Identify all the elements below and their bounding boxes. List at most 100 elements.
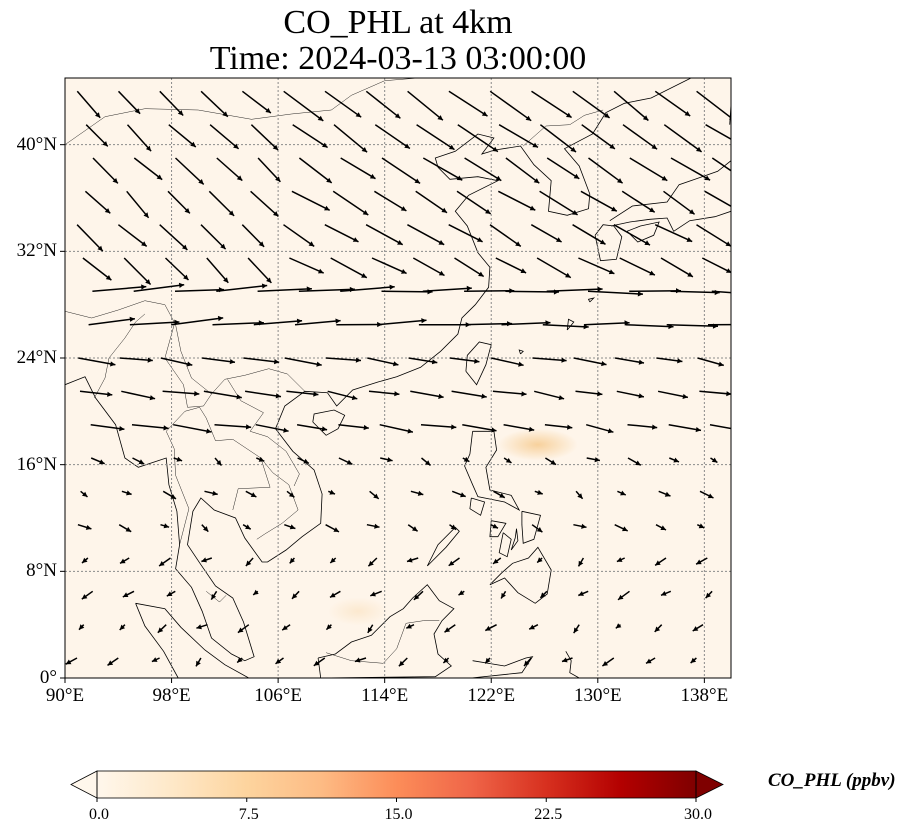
- wind-arrow-189: [627, 457, 642, 466]
- wind-arrow-157: [616, 390, 645, 399]
- wind-arrow-155: [534, 390, 565, 401]
- wind-arrow-226: [158, 557, 171, 567]
- wind-arrow-255: [705, 590, 713, 599]
- wind-arrow-271: [692, 624, 704, 632]
- wind-arrow-104: [422, 285, 472, 293]
- wind-arrow-218: [490, 523, 499, 529]
- wind-arrow-6: [324, 90, 362, 118]
- wind-arrow-251: [539, 590, 548, 599]
- x-tick-label: 98°E: [152, 685, 191, 706]
- wind-arrow-117: [294, 318, 341, 326]
- coastline-0: [65, 78, 692, 662]
- wind-arrow-70: [324, 224, 359, 243]
- wind-arrow-137: [449, 357, 480, 364]
- wind-arrow-42: [505, 157, 540, 184]
- y-tick-label: 40°N: [16, 133, 57, 155]
- wind-arrow-192: [80, 490, 88, 498]
- wind-arrow-135: [367, 357, 399, 367]
- wind-arrow-270: [654, 624, 663, 633]
- co-plume-faint: [328, 597, 389, 626]
- wind-arrow-222: [655, 524, 667, 531]
- wind-arrow-280: [398, 657, 408, 667]
- wind-arrow-181: [297, 457, 310, 464]
- x-tick-label: 90°E: [45, 685, 85, 706]
- colorbar: [70, 770, 724, 802]
- coastline-5: [521, 510, 541, 544]
- border-7: [206, 591, 227, 603]
- wind-arrow-145: [121, 390, 156, 401]
- wind-arrow-83: [206, 257, 229, 284]
- wind-arrow-23: [374, 124, 411, 150]
- wind-arrow-140: [573, 357, 607, 367]
- y-tick-label: 24°N: [16, 347, 57, 368]
- wind-arrow-153: [451, 390, 487, 399]
- wind-arrow-286: [645, 657, 656, 665]
- wind-arrow-45: [629, 157, 668, 182]
- wind-arrow-203: [534, 489, 543, 495]
- wind-arrow-72: [407, 224, 445, 246]
- wind-arrow-246: [329, 590, 341, 599]
- wind-arrow-197: [286, 490, 295, 498]
- wind-arrow-97: [133, 282, 185, 293]
- wind-arrow-81: [123, 257, 152, 286]
- wind-arrow-33: [133, 157, 163, 181]
- wind-arrow-160: [90, 423, 125, 432]
- wind-arrow-194: [162, 490, 177, 500]
- x-tick-label: 138°E: [680, 685, 729, 706]
- coastline-6: [489, 520, 507, 538]
- wind-arrow-265: [444, 624, 456, 633]
- wind-arrow-94: [660, 257, 694, 278]
- wind-arrow-148: [244, 390, 282, 399]
- wind-arrow-8: [407, 90, 444, 121]
- wind-arrow-241: [122, 590, 135, 598]
- wind-arrow-284: [561, 657, 573, 663]
- wind-arrow-54: [332, 190, 369, 216]
- wind-arrow-132: [243, 357, 280, 365]
- colorbar-tick-label: 22.5: [534, 806, 563, 823]
- wind-arrow-224: [81, 557, 89, 564]
- wind-arrow-48: [84, 190, 111, 214]
- wind-arrow-260: [237, 624, 250, 634]
- wind-arrow-17: [126, 124, 152, 152]
- wind-arrow-69: [283, 224, 315, 248]
- concentration-field: [65, 78, 731, 678]
- wind-arrow-184: [421, 457, 431, 466]
- wind-arrow-12: [572, 90, 611, 119]
- wind-arrow-102: [340, 284, 395, 293]
- wind-arrow-16: [85, 124, 109, 147]
- wind-arrow-245: [291, 590, 300, 600]
- wind-arrow-78: [654, 224, 693, 243]
- wind-arrow-248: [413, 590, 424, 601]
- coastline-18: [626, 221, 660, 243]
- wind-arrow-55: [374, 190, 407, 212]
- wind-arrow-164: [255, 423, 289, 433]
- wind-arrow-170: [503, 423, 535, 432]
- wind-arrow-95: [701, 257, 731, 274]
- wind-arrow-179: [214, 457, 223, 466]
- coastline-11: [317, 584, 455, 678]
- coastline-14: [565, 651, 580, 678]
- wind-arrow-239: [695, 557, 708, 565]
- wind-arrow-180: [256, 456, 265, 462]
- wind-arrow-44: [588, 157, 624, 184]
- wind-arrow-277: [275, 657, 284, 665]
- wind-arrow-233: [448, 557, 460, 567]
- wind-arrow-25: [457, 124, 499, 153]
- wind-arrow-92: [578, 257, 615, 275]
- wind-arrow-20: [250, 124, 279, 151]
- wind-arrow-62: [663, 190, 696, 215]
- x-tick-label: 122°E: [467, 685, 516, 706]
- coastline-17: [611, 210, 731, 232]
- wind-arrow-74: [489, 224, 522, 248]
- wind-arrow-162: [173, 423, 212, 434]
- wind-arrow-11: [531, 90, 573, 119]
- wind-arrow-152: [410, 390, 444, 399]
- y-tick-label: 32°N: [16, 240, 57, 262]
- wind-arrow-99: [216, 283, 268, 293]
- wind-arrow-65: [117, 224, 148, 247]
- wind-arrow-279: [354, 657, 367, 663]
- wind-arrow-151: [368, 390, 400, 397]
- coastline-15: [594, 224, 623, 262]
- wind-arrow-146: [162, 390, 200, 397]
